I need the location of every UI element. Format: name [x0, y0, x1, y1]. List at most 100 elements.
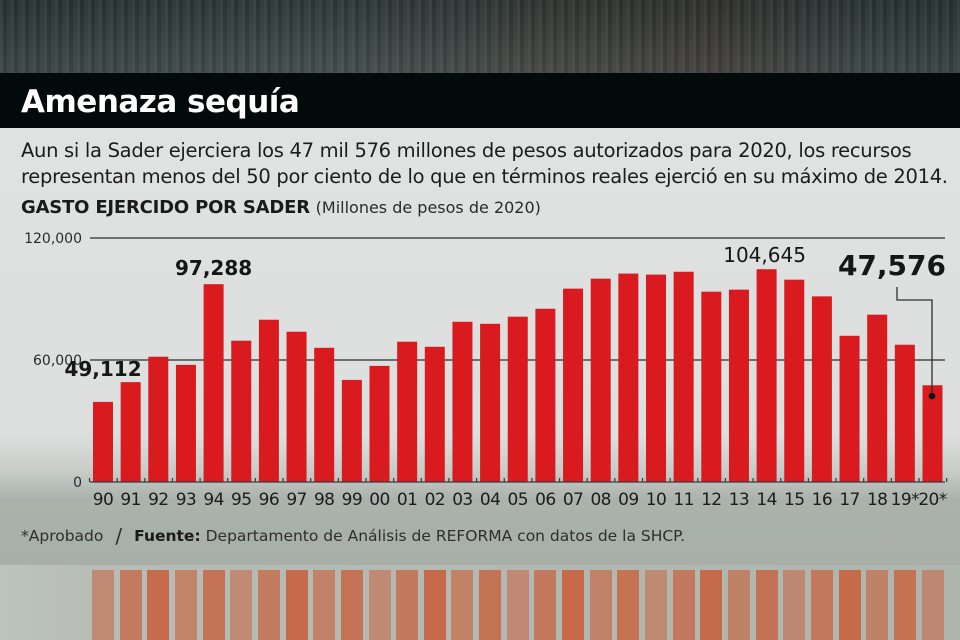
bar-19	[894, 344, 915, 482]
x-tick-label: 97	[286, 490, 306, 510]
bar-08	[590, 278, 611, 482]
reflection-bar	[147, 570, 170, 640]
bar-03	[452, 321, 473, 482]
bar-92	[148, 356, 169, 482]
x-tick-label: 13	[729, 490, 749, 510]
x-tick-label: 95	[231, 490, 251, 510]
bar-99	[341, 379, 362, 482]
x-tick-labels: 90 91 92 93 94 95 96 97 98 99 00 01 02 03 04 05 06 07 08 09…	[93, 490, 948, 510]
bar-05	[507, 316, 528, 482]
reflection-bar	[479, 570, 502, 640]
footnote-approved: *Aprobado	[21, 527, 104, 545]
reflection-bar	[230, 570, 253, 640]
intro-line-1: Aun si la Sader ejerciera los 47 mil 576…	[21, 139, 912, 162]
x-tick-label: 10	[646, 490, 666, 510]
y-tick-labels: 0 60,000 120,000	[24, 231, 82, 491]
reflection-bar	[672, 570, 695, 640]
x-tick-label: 96	[259, 490, 279, 510]
x-tick-label: 20*	[918, 490, 946, 510]
reflection-bar	[893, 570, 916, 640]
reflection-bar	[340, 570, 363, 640]
x-tick-label: 14	[756, 490, 776, 510]
reflection-bar	[92, 570, 114, 640]
x-tick-label: 09	[618, 490, 638, 510]
x-tick-label: 99	[342, 490, 362, 510]
reflection-bar	[727, 570, 750, 640]
x-tick-label: 03	[452, 490, 472, 510]
x-tick-label: 01	[397, 490, 417, 510]
reflection-bar	[921, 570, 944, 640]
y-tick-label: 120,000	[24, 231, 82, 247]
page-title: Amenaza sequía	[21, 84, 300, 120]
x-tick-label: 98	[314, 490, 334, 510]
source-label: Fuente:	[134, 527, 201, 545]
bar-12	[701, 291, 722, 482]
data-label-max: 47,576	[838, 249, 946, 282]
reflection-bar	[589, 570, 612, 640]
bar-11	[673, 271, 694, 482]
x-tick-label: 06	[535, 490, 555, 510]
x-tick-label: 18	[867, 490, 887, 510]
reflection-bar	[534, 570, 557, 640]
x-tick-label: 00	[369, 490, 389, 510]
bar-17	[839, 335, 860, 482]
bar-10	[646, 274, 666, 482]
bar-09	[618, 273, 639, 482]
bar-94	[203, 284, 224, 482]
bar-16	[811, 296, 832, 482]
bar-15	[784, 279, 805, 482]
x-tick-label: 91	[120, 490, 140, 510]
chart-title: GASTO EJERCIDO POR SADER	[21, 197, 310, 218]
bar-18	[867, 314, 888, 482]
reflection-bar	[202, 570, 225, 640]
bar-04	[480, 323, 501, 482]
bar-06	[535, 308, 556, 482]
x-tick-label: 11	[673, 490, 693, 510]
y-tick-label: 0	[73, 475, 82, 491]
x-tick-label: 12	[701, 490, 721, 510]
reflection-bar	[700, 570, 723, 640]
reflection-bar	[562, 570, 585, 640]
bar-97	[286, 331, 307, 482]
reflection-bar	[451, 570, 474, 640]
reflection-bar	[838, 570, 861, 640]
reflection-bar	[423, 570, 446, 640]
reflection-bar	[645, 570, 667, 640]
reflection-bar	[396, 570, 419, 640]
reflection-bar	[755, 570, 778, 640]
x-tick-label: 94	[203, 490, 223, 510]
bar-98	[314, 347, 335, 482]
reflection-bar	[617, 570, 640, 640]
data-label: 104,645	[723, 243, 806, 267]
x-tick-label: 17	[839, 490, 859, 510]
bar-13	[728, 289, 749, 482]
data-labels: 49,112 97,288 104,645 47,576	[64, 243, 946, 400]
x-tick-label: 05	[508, 490, 528, 510]
x-tick-label: 08	[590, 490, 610, 510]
footer: *Aprobado / Fuente: Departamento de Anális…	[21, 522, 685, 548]
data-label: 97,288	[175, 256, 252, 280]
bar-96	[258, 319, 279, 482]
x-tick-label: 04	[480, 490, 500, 510]
x-tick-label: 07	[563, 490, 583, 510]
bar-90	[93, 401, 113, 482]
y-tick-label: 60,000	[33, 353, 82, 369]
bar-91	[120, 382, 141, 482]
reflection-bar	[866, 570, 889, 640]
bar-20	[922, 385, 943, 482]
bar-95	[231, 340, 252, 482]
bar-00	[369, 365, 390, 482]
leader-dot	[928, 392, 936, 400]
intro-text: Aun si la Sader ejerciera los 47 mil 576…	[21, 138, 951, 190]
reflection-bar	[257, 570, 280, 640]
reflection-bar	[783, 570, 806, 640]
reflection-bar	[174, 570, 197, 640]
bar-01	[397, 341, 418, 482]
header-band	[0, 73, 960, 128]
x-tick-label: 19*	[891, 490, 919, 510]
x-tick-label: 93	[176, 490, 196, 510]
bar-02	[424, 346, 445, 482]
reflection-bar	[285, 570, 308, 640]
reflection-bar	[119, 570, 142, 640]
